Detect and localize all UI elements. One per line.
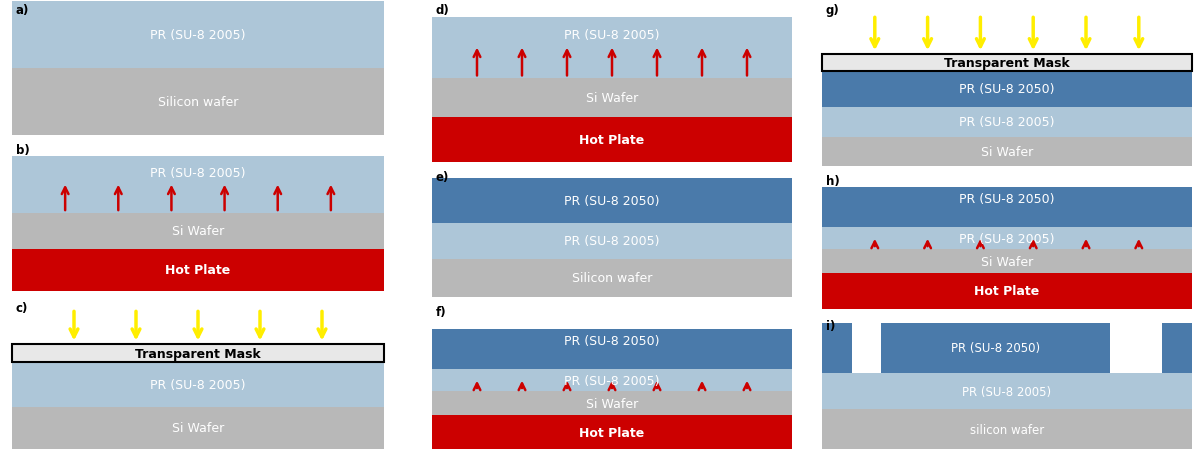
Bar [432,369,792,391]
Text: Si Wafer: Si Wafer [586,92,638,105]
Bar [12,407,384,449]
Bar [822,373,1192,410]
Bar [12,213,384,249]
Text: Hot Plate: Hot Plate [580,133,644,147]
Text: a): a) [16,4,29,17]
Text: PR (SU-8 2050): PR (SU-8 2050) [564,335,660,348]
Bar [12,69,384,135]
Text: PR (SU-8 2050): PR (SU-8 2050) [959,83,1055,96]
Text: PR (SU-8 2005): PR (SU-8 2005) [150,166,246,179]
Bar [822,71,1192,108]
Text: Hot Plate: Hot Plate [580,426,644,439]
Text: Si Wafer: Si Wafer [172,421,224,434]
Text: Si Wafer: Si Wafer [980,255,1033,268]
Text: PR (SU-8 2005): PR (SU-8 2005) [959,232,1055,245]
Text: c): c) [16,301,28,314]
Bar [1162,323,1192,373]
Bar [822,55,1192,71]
Text: d): d) [436,4,449,17]
Text: PR (SU-8 2005): PR (SU-8 2005) [564,374,660,387]
Text: b): b) [16,143,29,156]
Text: Si Wafer: Si Wafer [172,225,224,238]
Bar [822,410,1192,449]
Bar [432,79,792,118]
Text: Silicon wafer: Silicon wafer [158,96,238,109]
Bar [12,2,384,69]
Text: Hot Plate: Hot Plate [166,263,230,276]
Text: PR (SU-8 2005): PR (SU-8 2005) [564,235,660,248]
Bar [881,323,1110,373]
Text: f): f) [436,306,446,319]
Text: Hot Plate: Hot Plate [974,285,1039,298]
Text: PR (SU-8 2005): PR (SU-8 2005) [564,29,660,42]
Text: PR (SU-8 2050): PR (SU-8 2050) [564,194,660,207]
Bar [822,249,1192,274]
Bar [12,345,384,363]
Bar [432,391,792,415]
Text: e): e) [436,170,449,184]
Text: g): g) [826,4,839,17]
Text: h): h) [826,175,839,188]
Text: i): i) [826,319,835,332]
Bar [432,259,792,298]
Bar [12,249,384,291]
Bar [432,118,792,162]
Bar [822,228,1192,249]
Text: PR (SU-8 2005): PR (SU-8 2005) [150,29,246,42]
Text: PR (SU-8 2005): PR (SU-8 2005) [959,116,1055,129]
Text: Silicon wafer: Silicon wafer [572,272,652,285]
Text: PR (SU-8 2050): PR (SU-8 2050) [952,341,1040,354]
Bar [822,274,1192,309]
Text: PR (SU-8 2005): PR (SU-8 2005) [150,378,246,391]
Bar [432,223,792,259]
Bar [432,178,792,223]
Bar [432,415,792,449]
Text: Si Wafer: Si Wafer [980,146,1033,159]
Text: Transparent Mask: Transparent Mask [136,347,260,360]
Text: PR (SU-8 2050): PR (SU-8 2050) [959,193,1055,206]
Bar [12,363,384,407]
Bar [432,329,792,369]
Text: Si Wafer: Si Wafer [586,397,638,410]
Bar [822,137,1192,167]
Bar [822,323,852,373]
Text: Transparent Mask: Transparent Mask [944,57,1069,69]
Text: silicon wafer: silicon wafer [970,423,1044,436]
Bar [12,157,384,213]
Bar [432,18,792,79]
Text: PR (SU-8 2005): PR (SU-8 2005) [962,385,1051,398]
Bar [822,108,1192,137]
Bar [822,187,1192,228]
